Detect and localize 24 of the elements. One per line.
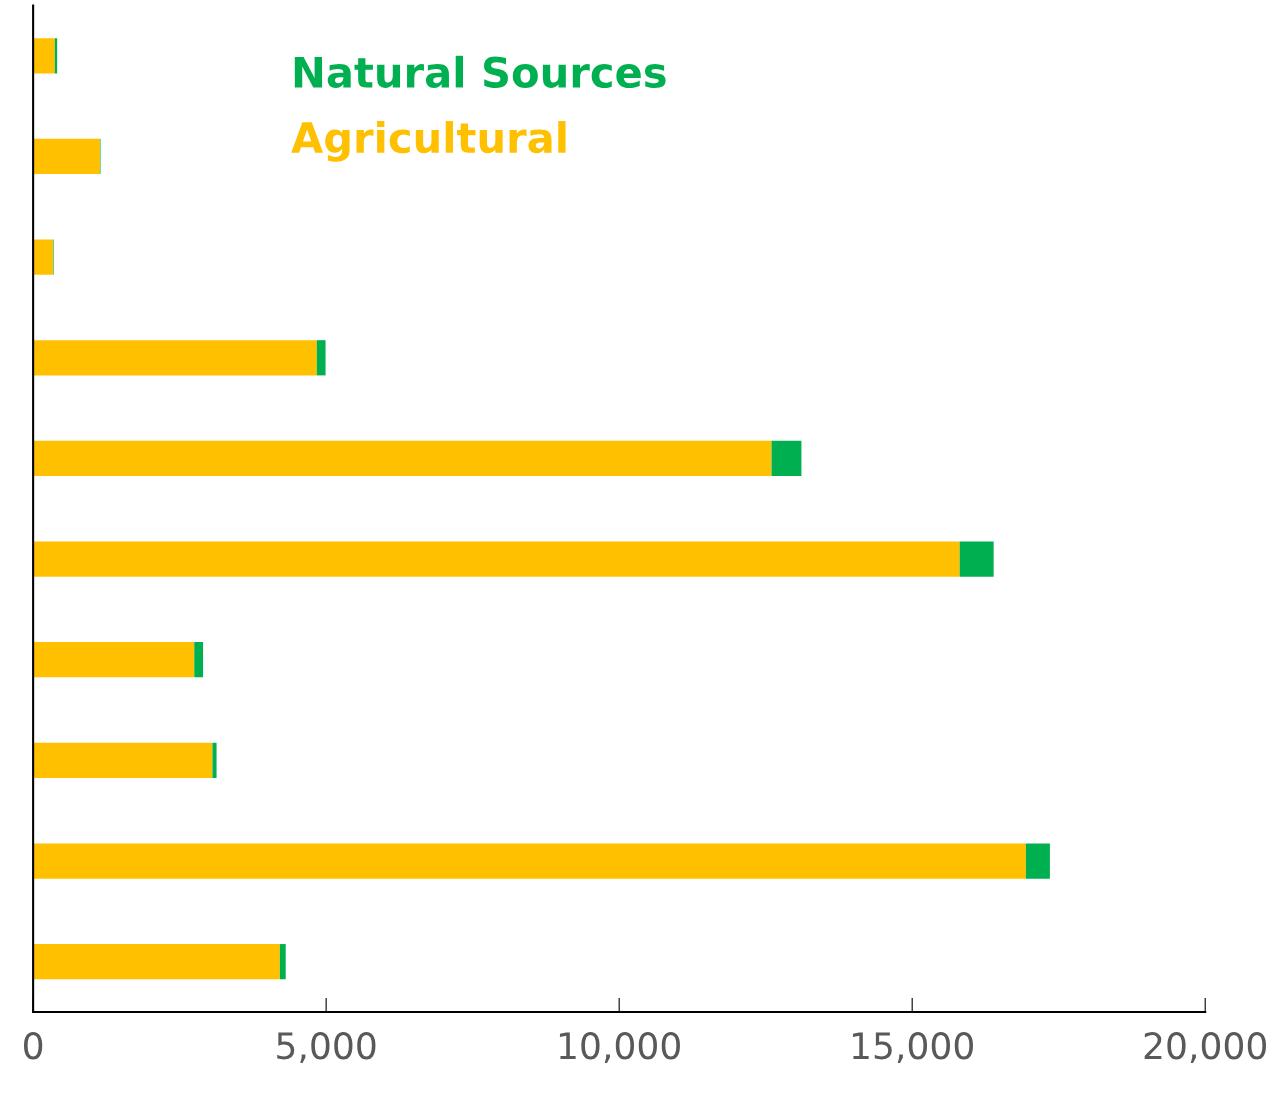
- bar: [33, 440, 772, 477]
- bar: [194, 642, 204, 678]
- bar: [771, 440, 802, 477]
- bar: [33, 742, 213, 778]
- x-tick-label: 20,000: [1144, 1032, 1266, 1064]
- bar: [316, 340, 326, 376]
- x-tick-label: 15,000: [852, 1032, 973, 1064]
- bar: [33, 642, 195, 678]
- bar: [279, 944, 286, 980]
- bar: [33, 239, 54, 275]
- bar: [33, 944, 280, 980]
- bar: [33, 541, 960, 577]
- x-tick-label: 10,000: [559, 1032, 680, 1064]
- bar: [33, 38, 55, 74]
- bar: [33, 340, 317, 376]
- bar: [959, 541, 994, 577]
- x-tick-label: 0: [24, 1032, 43, 1060]
- bar: [33, 138, 100, 175]
- text: Agricultural: [291, 121, 566, 162]
- text: Natural Sources: [294, 55, 666, 89]
- bar: [33, 843, 1026, 879]
- x-tick-label: 5,000: [277, 1032, 376, 1064]
- bar: [1025, 843, 1050, 879]
- bar: [212, 742, 217, 778]
